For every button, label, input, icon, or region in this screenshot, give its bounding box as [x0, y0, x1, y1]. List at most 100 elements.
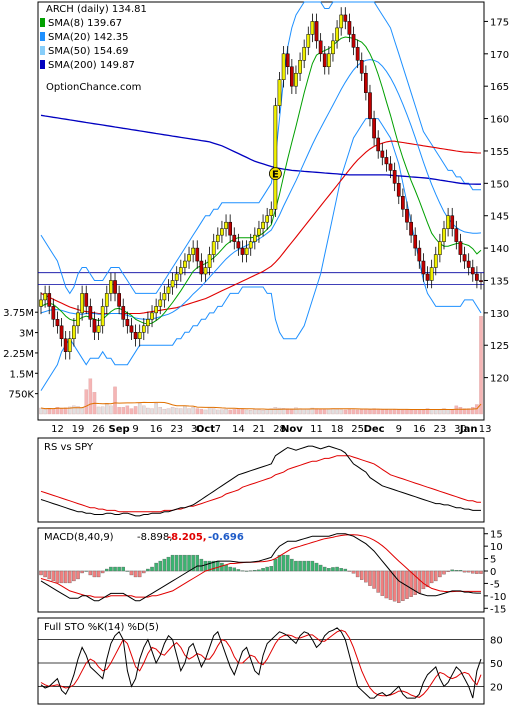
volume-bar	[355, 409, 360, 415]
price-tick-label: 130	[490, 309, 509, 320]
macd-histogram-bar	[438, 570, 442, 578]
macd-histogram-bar	[458, 570, 463, 572]
macd-histogram-bar	[80, 570, 84, 574]
macd-histogram-bar	[359, 570, 364, 580]
macd-histogram-bar	[105, 568, 109, 572]
volume-bar	[327, 409, 331, 415]
macd-histogram-bar	[158, 560, 163, 572]
volume-bar	[281, 408, 286, 415]
candle-body	[454, 228, 459, 242]
volume-tick-label: 2.25M	[3, 349, 34, 360]
rs-line	[40, 445, 481, 517]
candle-body	[359, 60, 364, 74]
candle-body	[129, 325, 134, 333]
candle-body	[207, 254, 212, 268]
macd-histogram-bar	[43, 570, 47, 578]
volume-bar	[240, 408, 245, 415]
date-tick-label: 9	[396, 424, 402, 435]
volume-bar	[121, 407, 125, 415]
candle-body	[63, 338, 68, 352]
candle-body	[92, 319, 97, 333]
macd-histogram-bar	[306, 560, 311, 572]
volume-bar	[253, 409, 257, 415]
candle-body	[298, 60, 302, 74]
macd-histogram-bar	[174, 554, 179, 572]
candle-body	[376, 137, 381, 152]
date-tick-label: 14	[232, 424, 245, 435]
macd-histogram-bar	[220, 562, 224, 572]
macd-histogram-bar	[277, 554, 282, 572]
volume-bar	[47, 408, 51, 415]
candle-body	[281, 53, 286, 80]
macd-histogram-bar	[475, 570, 479, 574]
price-tick-label: 160	[490, 115, 509, 126]
macd-histogram-bar	[265, 566, 269, 572]
candle-body	[314, 21, 319, 42]
date-tick-label: 26	[92, 424, 105, 435]
macd-histogram-bar	[154, 562, 158, 572]
candle-body	[47, 293, 52, 307]
macd-signal-line	[40, 534, 481, 598]
volume-bar	[471, 407, 475, 415]
price-tick-label: 145	[490, 212, 509, 223]
candle-body	[322, 53, 327, 68]
macd-histogram-bar	[199, 558, 204, 572]
candle-body	[450, 215, 455, 229]
macd-histogram-bar	[244, 570, 249, 572]
price-tick-label: 140	[490, 244, 509, 255]
macd-histogram-bar	[76, 570, 80, 580]
macd-title: MACD(8,40,9)	[44, 532, 114, 543]
volume-bar	[257, 409, 261, 415]
macd-tick-label: 0	[490, 567, 496, 578]
volume-bar	[211, 408, 216, 415]
candle-body	[433, 254, 438, 268]
candle-body	[318, 40, 323, 55]
volume-bar	[105, 402, 109, 415]
volume-bar	[162, 408, 167, 415]
macd-histogram-bar	[113, 566, 117, 572]
macd-histogram-bar	[298, 560, 302, 572]
volume-tick-label: 3M	[19, 329, 34, 340]
date-tick-label: 23	[170, 424, 183, 435]
macd-histogram-bar	[364, 570, 368, 583]
volume-bar	[187, 408, 191, 415]
date-tick-label: 9	[132, 424, 138, 435]
candle-body	[417, 247, 422, 262]
macd-histogram-bar	[409, 570, 413, 597]
volume-bar	[335, 408, 339, 415]
macd-histogram-bar	[146, 568, 150, 572]
volume-bar	[154, 402, 158, 415]
volume-bar	[88, 378, 93, 415]
candle-body	[232, 234, 237, 242]
date-tick-label: 23	[434, 424, 447, 435]
volume-bar	[125, 405, 130, 415]
candle-body	[265, 215, 270, 223]
macd-histogram-bar	[170, 554, 175, 572]
date-tick-label: 30	[191, 424, 204, 435]
candle-body	[273, 105, 278, 210]
macd-histogram-bar	[55, 570, 60, 584]
macd-histogram-bar	[281, 554, 286, 572]
macd-histogram-bar	[137, 570, 142, 578]
date-tick-label: 16	[150, 424, 163, 435]
date-tick-label: 12	[51, 424, 64, 435]
candle-body	[158, 299, 163, 307]
volume-bar	[68, 406, 72, 415]
volume-bar	[72, 405, 76, 415]
price-tick-label: 120	[490, 374, 509, 385]
candle-body	[277, 79, 282, 106]
candle-body	[355, 47, 360, 61]
candle-body	[141, 325, 146, 333]
candle-body	[240, 247, 245, 255]
volume-bar	[80, 407, 84, 415]
candle-body	[343, 14, 348, 22]
macd-histogram-bar	[121, 566, 125, 572]
macd-tick-label: 10	[490, 542, 503, 553]
candle-body	[310, 21, 315, 35]
macd-histogram-bar	[335, 566, 339, 572]
macd-tick-label: -15	[490, 604, 506, 615]
macd-histogram-bar	[63, 570, 68, 584]
volume-bar	[462, 408, 467, 415]
volume-bar	[39, 407, 43, 415]
volume-bar	[191, 407, 195, 415]
